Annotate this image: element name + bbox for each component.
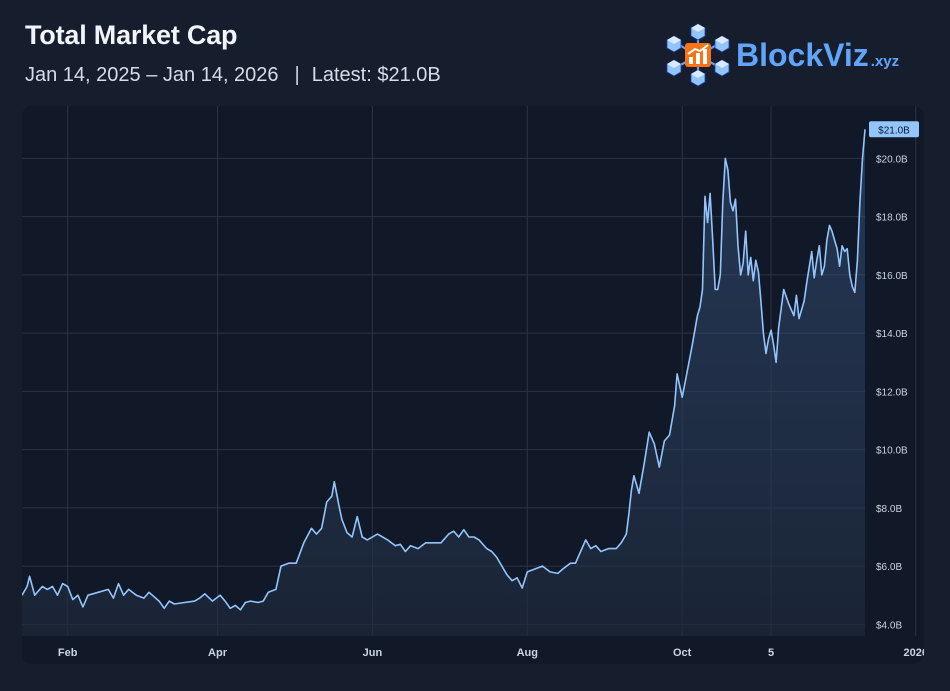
- last-value-badge: [869, 121, 919, 138]
- x-tick-label: 2026: [904, 647, 924, 659]
- x-tick-label: Oct: [673, 647, 692, 659]
- x-tick-label: 5: [768, 647, 774, 659]
- blockchain-cubes-chart-icon: [666, 23, 730, 87]
- y-tick-label: $4.0B: [876, 620, 902, 631]
- y-tick-label: $8.0B: [876, 504, 902, 515]
- subtitle-separator: |: [294, 64, 300, 86]
- market-cap-chart[interactable]: $4.0B $6.0B $8.0B $10.0B $12.0B $14.0B $16.0B $…: [22, 106, 924, 664]
- y-tick-label: $18.0B: [876, 213, 908, 224]
- x-tick-label: Apr: [208, 647, 228, 659]
- y-tick-label: $12.0B: [876, 387, 908, 398]
- x-tick-label: Aug: [517, 647, 538, 659]
- chart-title: Total Market Cap: [25, 20, 238, 50]
- x-tick-label: Feb: [58, 647, 78, 659]
- series-area: [22, 129, 865, 637]
- brand-tld: .xyz: [870, 52, 900, 70]
- x-tick-label: Jun: [363, 647, 383, 659]
- brand-name: BlockViz .xyz: [736, 37, 899, 74]
- chart-subtitle: Jan 14, 2025 – Jan 14, 2026 | Latest: $21.…: [25, 64, 441, 87]
- last-value-label: $21.0B: [878, 125, 910, 136]
- y-tick-label: $20.0B: [876, 154, 908, 165]
- brand-logo[interactable]: BlockViz .xyz: [666, 20, 926, 90]
- series-group: [22, 129, 866, 637]
- y-tick-label: $6.0B: [876, 562, 902, 573]
- series-line[interactable]: [22, 129, 866, 611]
- latest-value: Latest: $21.0B: [311, 64, 441, 86]
- axes: $4.0B $6.0B $8.0B $10.0B $12.0B $14.0B $16.0B $…: [58, 121, 924, 659]
- y-tick-label: $14.0B: [876, 329, 908, 340]
- chart-panel: $4.0B $6.0B $8.0B $10.0B $12.0B $14.0B $16.0B $…: [22, 106, 924, 664]
- y-tick-label: $10.0B: [876, 446, 908, 457]
- date-range: Jan 14, 2025 – Jan 14, 2026: [25, 64, 279, 86]
- brand-wordmark: BlockViz: [736, 36, 869, 73]
- y-tick-label: $16.0B: [876, 271, 908, 282]
